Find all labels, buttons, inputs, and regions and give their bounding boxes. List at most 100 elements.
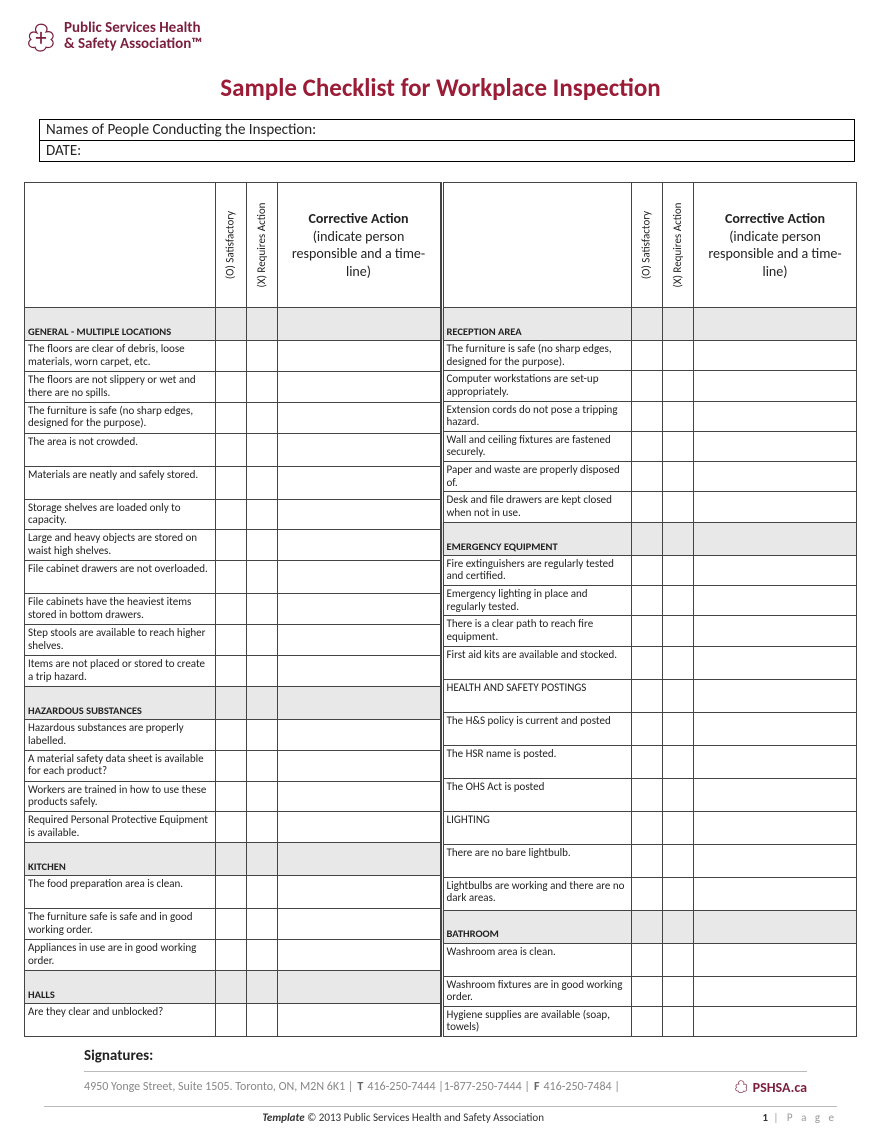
satisfactory-cell[interactable] [215, 402, 246, 433]
corrective-action-cell[interactable] [694, 341, 857, 371]
satisfactory-cell[interactable] [215, 781, 246, 812]
satisfactory-cell[interactable] [215, 466, 246, 499]
requires-action-cell[interactable] [246, 371, 277, 402]
requires-action-cell[interactable] [246, 561, 277, 594]
requires-action-cell[interactable] [246, 719, 277, 750]
corrective-action-cell[interactable] [694, 976, 857, 1006]
satisfactory-cell[interactable] [632, 811, 663, 844]
requires-action-cell[interactable] [663, 877, 694, 910]
corrective-action-cell[interactable] [277, 940, 440, 971]
corrective-action-cell[interactable] [694, 616, 857, 646]
corrective-action-cell[interactable] [277, 1004, 440, 1037]
requires-action-cell[interactable] [663, 811, 694, 844]
corrective-action-cell[interactable] [277, 530, 440, 561]
requires-action-cell[interactable] [246, 530, 277, 561]
satisfactory-cell[interactable] [632, 401, 663, 431]
requires-action-cell[interactable] [663, 1006, 694, 1036]
satisfactory-cell[interactable] [632, 462, 663, 492]
requires-action-cell[interactable] [246, 1004, 277, 1037]
satisfactory-cell[interactable] [632, 844, 663, 877]
satisfactory-cell[interactable] [215, 499, 246, 530]
corrective-action-cell[interactable] [694, 811, 857, 844]
corrective-action-cell[interactable] [277, 876, 440, 909]
corrective-action-cell[interactable] [694, 555, 857, 585]
corrective-action-cell[interactable] [277, 371, 440, 402]
corrective-action-cell[interactable] [277, 433, 440, 466]
satisfactory-cell[interactable] [632, 371, 663, 401]
satisfactory-cell[interactable] [632, 431, 663, 461]
satisfactory-cell[interactable] [632, 712, 663, 745]
satisfactory-cell[interactable] [632, 943, 663, 976]
satisfactory-cell[interactable] [215, 530, 246, 561]
corrective-action-cell[interactable] [277, 561, 440, 594]
satisfactory-cell[interactable] [632, 778, 663, 811]
requires-action-cell[interactable] [663, 778, 694, 811]
satisfactory-cell[interactable] [632, 341, 663, 371]
corrective-action-cell[interactable] [694, 401, 857, 431]
requires-action-cell[interactable] [246, 876, 277, 909]
corrective-action-cell[interactable] [277, 594, 440, 625]
corrective-action-cell[interactable] [694, 679, 857, 712]
corrective-action-cell[interactable] [277, 781, 440, 812]
corrective-action-cell[interactable] [694, 371, 857, 401]
satisfactory-cell[interactable] [632, 646, 663, 679]
corrective-action-cell[interactable] [277, 750, 440, 781]
corrective-action-cell[interactable] [277, 909, 440, 940]
requires-action-cell[interactable] [663, 712, 694, 745]
requires-action-cell[interactable] [663, 679, 694, 712]
satisfactory-cell[interactable] [632, 616, 663, 646]
requires-action-cell[interactable] [246, 812, 277, 843]
satisfactory-cell[interactable] [215, 750, 246, 781]
requires-action-cell[interactable] [663, 745, 694, 778]
satisfactory-cell[interactable] [215, 719, 246, 750]
satisfactory-cell[interactable] [632, 976, 663, 1006]
corrective-action-cell[interactable] [694, 1006, 857, 1036]
satisfactory-cell[interactable] [215, 561, 246, 594]
satisfactory-cell[interactable] [632, 679, 663, 712]
corrective-action-cell[interactable] [277, 656, 440, 687]
satisfactory-cell[interactable] [215, 371, 246, 402]
satisfactory-cell[interactable] [632, 877, 663, 910]
requires-action-cell[interactable] [663, 341, 694, 371]
requires-action-cell[interactable] [663, 844, 694, 877]
requires-action-cell[interactable] [663, 555, 694, 585]
requires-action-cell[interactable] [663, 646, 694, 679]
requires-action-cell[interactable] [246, 499, 277, 530]
corrective-action-cell[interactable] [694, 585, 857, 615]
corrective-action-cell[interactable] [694, 778, 857, 811]
corrective-action-cell[interactable] [694, 844, 857, 877]
requires-action-cell[interactable] [246, 940, 277, 971]
requires-action-cell[interactable] [663, 943, 694, 976]
corrective-action-cell[interactable] [694, 492, 857, 522]
corrective-action-cell[interactable] [277, 466, 440, 499]
satisfactory-cell[interactable] [215, 656, 246, 687]
requires-action-cell[interactable] [663, 462, 694, 492]
requires-action-cell[interactable] [246, 625, 277, 656]
satisfactory-cell[interactable] [632, 492, 663, 522]
requires-action-cell[interactable] [246, 341, 277, 372]
requires-action-cell[interactable] [663, 585, 694, 615]
satisfactory-cell[interactable] [632, 585, 663, 615]
requires-action-cell[interactable] [246, 750, 277, 781]
corrective-action-cell[interactable] [694, 745, 857, 778]
satisfactory-cell[interactable] [215, 341, 246, 372]
requires-action-cell[interactable] [246, 466, 277, 499]
requires-action-cell[interactable] [246, 656, 277, 687]
corrective-action-cell[interactable] [694, 712, 857, 745]
satisfactory-cell[interactable] [215, 876, 246, 909]
requires-action-cell[interactable] [663, 492, 694, 522]
requires-action-cell[interactable] [246, 402, 277, 433]
satisfactory-cell[interactable] [215, 625, 246, 656]
requires-action-cell[interactable] [246, 433, 277, 466]
satisfactory-cell[interactable] [215, 594, 246, 625]
requires-action-cell[interactable] [246, 594, 277, 625]
corrective-action-cell[interactable] [694, 943, 857, 976]
requires-action-cell[interactable] [246, 781, 277, 812]
satisfactory-cell[interactable] [215, 1004, 246, 1037]
corrective-action-cell[interactable] [277, 402, 440, 433]
satisfactory-cell[interactable] [215, 812, 246, 843]
satisfactory-cell[interactable] [215, 433, 246, 466]
corrective-action-cell[interactable] [694, 877, 857, 910]
corrective-action-cell[interactable] [694, 646, 857, 679]
corrective-action-cell[interactable] [277, 812, 440, 843]
